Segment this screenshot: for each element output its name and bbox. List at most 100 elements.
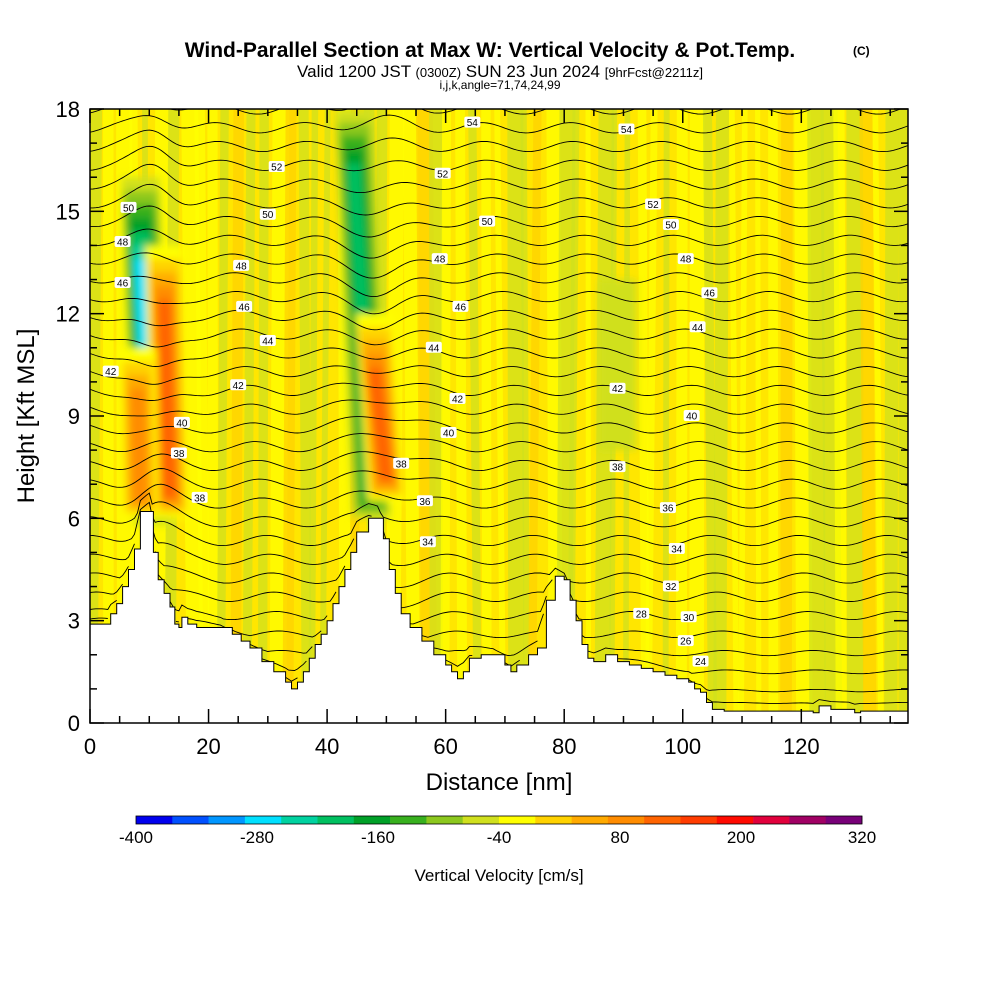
- velocity-band: [833, 109, 847, 723]
- theta-label-text: 46: [117, 278, 129, 289]
- subtitle-date: SUN 23 Jun 2024: [466, 62, 600, 81]
- theta-label: 42: [449, 392, 466, 405]
- theta-label: 34: [419, 536, 436, 549]
- theta-label-text: 50: [123, 203, 135, 214]
- theta-label-text: 24: [695, 657, 707, 668]
- theta-label: 48: [233, 259, 250, 272]
- theta-label: 42: [102, 365, 119, 378]
- subtitle-forecast: [9hrFcst@2211z]: [605, 65, 703, 80]
- theta-contour-line: [90, 183, 908, 216]
- velocity-band: [308, 109, 319, 723]
- theta-label-text: 38: [173, 449, 185, 460]
- theta-label: 38: [191, 491, 208, 504]
- velocity-band: [298, 109, 312, 723]
- theta-contour-line: [90, 114, 908, 134]
- chart-title: Wind-Parallel Section at Max W: Vertical…: [185, 39, 796, 62]
- theta-label: 42: [230, 379, 247, 392]
- theta-label: 44: [425, 341, 442, 354]
- updraft-core: [129, 388, 149, 503]
- theta-label-text: 48: [236, 261, 248, 272]
- theta-label-text: 28: [636, 609, 648, 620]
- theta-contour-line: [90, 365, 908, 385]
- theta-contour-line: [90, 416, 908, 435]
- theta-label-text: 42: [233, 381, 245, 392]
- colorbar-swatch: [789, 816, 826, 824]
- y-tick-label: 18: [56, 97, 80, 122]
- theta-contour-line: [90, 468, 908, 490]
- theta-label: 38: [393, 457, 410, 470]
- theta-label: 46: [114, 276, 131, 289]
- velocity-band: [846, 109, 864, 723]
- vertical-velocity-features: [118, 109, 637, 526]
- theta-label: 54: [464, 116, 481, 129]
- x-tick-label: 80: [552, 734, 576, 759]
- x-axis-label: Distance [nm]: [426, 769, 573, 796]
- terrain: [90, 511, 908, 723]
- colorbar-tick-label: -40: [487, 828, 512, 847]
- theta-contour-line: [90, 163, 908, 194]
- theta-label: 50: [479, 215, 496, 228]
- theta-contour-line: [90, 595, 908, 625]
- theta-contour-labels: 54 54 52 52 52 50 50 50 50 48 48 48 48 46 46 46 46 44 44 44…: [102, 116, 718, 668]
- theta-label-text: 48: [117, 238, 129, 249]
- x-tick-label: 20: [196, 734, 220, 759]
- velocity-band: [481, 109, 492, 723]
- theta-label-text: 48: [680, 255, 692, 266]
- colorbar-swatch: [499, 816, 536, 824]
- subtitle-zulu-time: (0300Z): [416, 65, 462, 80]
- theta-contour-line: [90, 501, 908, 547]
- theta-label-text: 36: [662, 504, 674, 515]
- colorbar-swatch: [716, 816, 754, 824]
- theta-label: 48: [677, 253, 694, 266]
- theta-label: 46: [236, 300, 253, 313]
- theta-label-text: 32: [665, 582, 677, 593]
- y-tick-label: 3: [68, 609, 80, 634]
- theta-label-text: 50: [665, 220, 677, 231]
- theta-label: 46: [701, 287, 718, 300]
- theta-label: 30: [680, 611, 697, 624]
- x-tick-label: 0: [84, 734, 96, 759]
- colorbar-swatch: [353, 816, 391, 824]
- theta-label-text: 54: [467, 118, 479, 129]
- colorbar-swatch: [680, 816, 718, 824]
- subtitle-valid-time: Valid 1200 JST: [297, 62, 411, 81]
- velocity-band: [257, 109, 269, 723]
- theta-label: 52: [268, 160, 285, 173]
- theta-contour-line: [90, 328, 908, 348]
- theta-contour-line: [90, 309, 908, 331]
- velocity-band: [713, 109, 730, 723]
- velocity-band: [216, 109, 229, 723]
- theta-label-text: 46: [704, 289, 716, 300]
- theta-label-text: 42: [612, 384, 624, 395]
- theta-label-text: 40: [686, 412, 698, 423]
- theta-label: 28: [633, 607, 650, 620]
- theta-label-text: 40: [176, 418, 188, 429]
- theta-label-text: 44: [262, 336, 274, 347]
- y-tick-label: 6: [68, 506, 80, 531]
- theta-contour-line: [90, 433, 908, 453]
- theta-contour-line: [90, 382, 908, 401]
- theta-label: 32: [662, 580, 679, 593]
- velocity-band: [567, 109, 580, 723]
- colorbar-swatch: [571, 816, 609, 824]
- theta-label: 40: [440, 427, 457, 440]
- theta-label: 40: [173, 416, 190, 429]
- theta-label: 48: [114, 236, 131, 249]
- theta-label: 54: [618, 123, 635, 136]
- x-tick-label: 40: [315, 734, 339, 759]
- theta-label: 42: [609, 382, 626, 395]
- chart-subtitle: Valid 1200 JST (0300Z) SUN 23 Jun 2024 […: [297, 62, 703, 81]
- theta-label-text: 54: [621, 125, 633, 136]
- velocity-band: [662, 109, 670, 723]
- theta-contour-line: [90, 129, 908, 153]
- colorbar-tick-label: -160: [361, 828, 395, 847]
- colorbar-swatch: [426, 816, 463, 824]
- theta-label: 46: [452, 300, 469, 313]
- theta-label: 50: [662, 218, 679, 231]
- theta-contour-line: [90, 347, 908, 367]
- theta-label-text: 36: [419, 497, 431, 508]
- theta-contour-line: [90, 272, 908, 298]
- velocity-band: [440, 109, 452, 723]
- colorbar-frame: [135, 815, 863, 825]
